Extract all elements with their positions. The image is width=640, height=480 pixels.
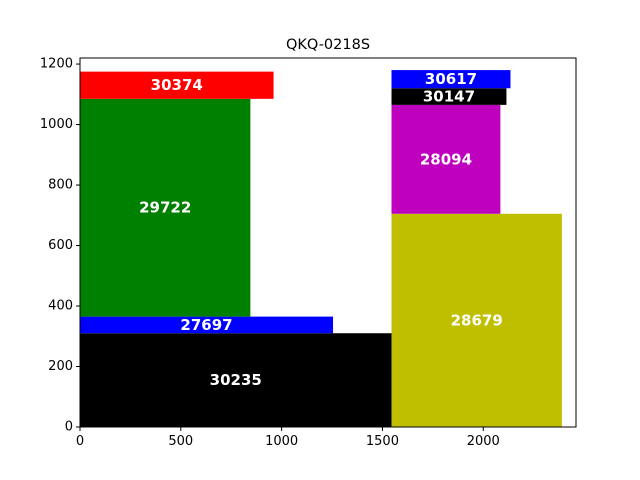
y-tick-label: 200 bbox=[48, 359, 73, 374]
rect-30617 bbox=[391, 70, 511, 89]
rect-label-30617: 30617 bbox=[425, 70, 477, 88]
rect-30235 bbox=[80, 333, 392, 427]
y-tick-label: 0 bbox=[65, 420, 73, 435]
y-tick-label: 800 bbox=[48, 178, 73, 193]
y-tick-label: 400 bbox=[48, 299, 73, 314]
rect-label-30374: 30374 bbox=[151, 76, 203, 94]
rect-label-30235: 30235 bbox=[210, 371, 262, 389]
chart-title: QKQ-0218S bbox=[286, 37, 370, 53]
rect-label-28094: 28094 bbox=[420, 150, 472, 168]
y-tick-label: 1200 bbox=[40, 57, 73, 72]
x-tick-label: 500 bbox=[168, 434, 193, 449]
y-axis: 0 200 400 600 800 1000 1200 bbox=[40, 57, 80, 435]
rect-30147 bbox=[391, 88, 507, 105]
rect-30374 bbox=[80, 71, 274, 99]
rect-label-29722: 29722 bbox=[139, 199, 191, 217]
rect-label-28679: 28679 bbox=[451, 311, 503, 329]
rect-28679 bbox=[391, 213, 562, 427]
rectangles bbox=[80, 70, 562, 427]
x-axis: 0 500 1000 1500 2000 bbox=[76, 427, 500, 449]
x-tick-label: 1500 bbox=[366, 434, 399, 449]
x-tick-label: 2000 bbox=[467, 434, 500, 449]
rect-label-30147: 30147 bbox=[423, 88, 475, 106]
plot-frame bbox=[79, 57, 577, 428]
x-tick-label: 0 bbox=[76, 434, 84, 449]
rect-28094 bbox=[391, 104, 501, 214]
rect-label-27697: 27697 bbox=[180, 316, 232, 334]
rect-27697 bbox=[80, 316, 334, 334]
y-tick-label: 600 bbox=[48, 238, 73, 253]
y-tick-label: 1000 bbox=[40, 117, 73, 132]
rect-29722 bbox=[80, 98, 251, 317]
x-tick-label: 1000 bbox=[265, 434, 298, 449]
